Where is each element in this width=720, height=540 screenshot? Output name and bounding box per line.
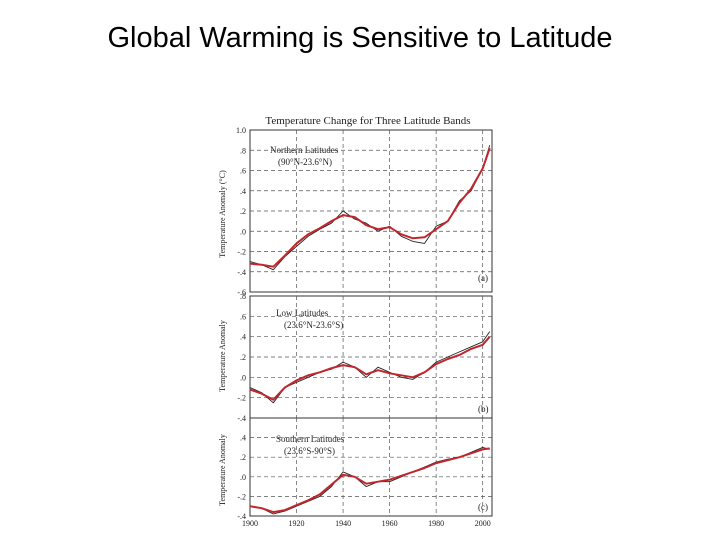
panel-c-ytick-label: .4 [240, 434, 246, 443]
panel-b-ytick-label: .6 [240, 312, 246, 321]
panel-a-ytick-label: -.2 [237, 248, 246, 257]
panel-c-legend-line1: Southern Latitudes [276, 434, 345, 444]
panel-a-series-smoothed [249, 147, 491, 268]
panel-b: Temperature Anomaly Low Latitudes (23.6°… [218, 292, 493, 423]
panel-c-frame [249, 417, 493, 517]
panel-a-ylabel: Temperature Anomaly (°C) [218, 170, 227, 258]
xtick-label: 2000 [475, 519, 491, 528]
panel-a-ytick-label: .4 [240, 187, 246, 196]
panel-a-ytick-label: .2 [240, 207, 246, 216]
panel-b-ytick-label: -.4 [237, 414, 246, 423]
panel-b-ytick-label: .8 [240, 292, 246, 301]
panel-a-ytick-label: .6 [240, 167, 246, 176]
panel-a-ytick-label: -.4 [237, 268, 246, 277]
panel-b-ytick-label: -.2 [237, 394, 246, 403]
xtick-label: 1960 [382, 519, 398, 528]
panel-b-series-annual [249, 331, 491, 404]
chart-title: Temperature Change for Three Latitude Ba… [265, 115, 470, 127]
panel-c-ytick-label: -.2 [237, 492, 246, 501]
panel-b-legend-line1: Low Latitudes [276, 308, 329, 318]
panel-c-series-smoothed [249, 447, 490, 514]
panel-a-ytick-label: .0 [240, 227, 246, 236]
panel-a-legend-line2: (90°N-23.6°N) [278, 157, 332, 167]
xtick-label: 1900 [242, 519, 258, 528]
panel-b-ytick-label: .0 [240, 373, 246, 382]
panel-b-ytick-label: .4 [240, 333, 246, 342]
panel-c-ylabel: Temperature Anomaly [218, 434, 227, 506]
panel-c-legend-line2: (23.6°S-90°S) [284, 446, 335, 456]
xtick-label: 1980 [428, 519, 444, 528]
xtick-label: 1920 [289, 519, 305, 528]
panel-c-ytick-label: .0 [240, 473, 246, 482]
panel-a-ytick-label: 1.0 [236, 126, 246, 135]
panel-b-ylabel: Temperature Anomaly [218, 320, 227, 392]
x-axis: 1900 1920 1940 1960 1980 2000 [242, 519, 491, 528]
panel-a-legend-line1: Northern Latitudes [270, 145, 339, 155]
slide-title: Global Warming is Sensitive to Latitude [107, 22, 613, 54]
panel-c: Temperature Anomaly Southern Latitudes (… [218, 417, 493, 521]
panel-b-ytick-label: .2 [240, 353, 246, 362]
panel-b-label: (b) [478, 404, 489, 414]
panel-c-ytick-label: .2 [240, 453, 246, 462]
xtick-label: 1940 [335, 519, 351, 528]
panel-a: Temperature Anomaly (°C) Northern Latitu… [218, 126, 493, 297]
panel-b-legend-line2: (23.6°N-23.6°S) [284, 320, 343, 330]
panel-c-ytick-label: -.4 [237, 512, 246, 521]
panel-b-series-smoothed [249, 336, 491, 401]
panel-c-label: (c) [478, 502, 488, 512]
panel-a-ytick-label: .8 [240, 146, 246, 155]
panel-a-ytick-label: -.6 [237, 288, 246, 297]
